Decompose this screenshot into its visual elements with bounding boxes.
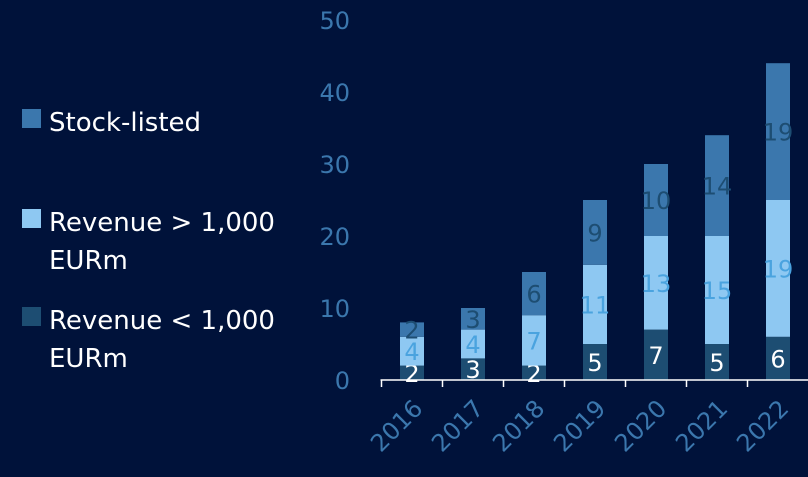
data-label: 6 (770, 345, 785, 373)
x-tick-label: 2020 (609, 394, 672, 457)
data-label: 14 (702, 173, 733, 201)
data-label: 4 (404, 338, 419, 366)
x-tick-label: 2019 (548, 394, 611, 457)
bar-segment (400, 336, 424, 366)
bar-segment (522, 365, 546, 380)
bar-segment (644, 164, 668, 236)
legend-label-stock-listed: Stock-listed (49, 108, 202, 138)
legend-label-revenue-above: Revenue > 1,000 EURm (49, 208, 275, 276)
data-label: 11 (580, 291, 611, 319)
data-label: 15 (702, 277, 733, 305)
legend: Stock-listed Revenue > 1,000 EURm Revenu… (22, 0, 322, 477)
legend-item-revenue-below: Revenue < 1,000 EURm (22, 302, 289, 378)
bar-segment (766, 336, 790, 380)
bar-segment (400, 322, 424, 337)
bar-segment (705, 236, 729, 344)
bar-segment (461, 329, 485, 359)
data-label: 19 (763, 255, 794, 283)
data-label: 2 (404, 360, 419, 388)
bar-segment (461, 308, 485, 330)
bar-segment (400, 365, 424, 380)
legend-label-revenue-below: Revenue < 1,000 EURm (49, 306, 275, 374)
bar-segment (522, 272, 546, 316)
x-tick-label: 2021 (670, 394, 733, 457)
x-tick-label: 2016 (365, 394, 428, 457)
data-label: 10 (641, 187, 672, 215)
legend-swatch-revenue-below (22, 307, 41, 326)
x-tick-label: 2018 (487, 394, 550, 457)
legend-swatch-revenue-above (22, 209, 41, 228)
bar-segment (644, 329, 668, 380)
y-tick-label: 30 (319, 151, 350, 179)
y-tick-label: 0 (335, 367, 350, 395)
x-tick-label: 2022 (731, 394, 794, 457)
data-label: 4 (465, 331, 480, 359)
y-tick-label: 50 (319, 7, 350, 35)
bar-segment (461, 358, 485, 380)
data-label: 5 (587, 349, 602, 377)
data-label: 13 (641, 270, 672, 298)
data-label: 2 (526, 360, 541, 388)
data-label: 7 (648, 342, 663, 370)
bar-segment (522, 315, 546, 366)
bar-segment (766, 63, 790, 201)
bar-segment (583, 264, 607, 344)
legend-item-revenue-above: Revenue > 1,000 EURm (22, 204, 289, 280)
y-tick-label: 40 (319, 79, 350, 107)
x-tick-label: 2017 (426, 394, 489, 457)
data-label: 2 (404, 317, 419, 345)
bar-segment (766, 200, 790, 337)
y-tick-label: 20 (319, 223, 350, 251)
legend-item-stock-listed: Stock-listed (22, 104, 289, 142)
y-tick-label: 10 (319, 295, 350, 323)
legend-swatch-stock-listed (22, 109, 41, 128)
data-label: 3 (465, 306, 480, 334)
data-label: 19 (763, 119, 794, 147)
bar-segment (705, 135, 729, 236)
data-label: 9 (587, 219, 602, 247)
bar-segment (644, 236, 668, 330)
data-label: 3 (465, 356, 480, 384)
data-label: 6 (526, 281, 541, 309)
data-label: 7 (526, 327, 541, 355)
data-label: 5 (709, 349, 724, 377)
bar-segment (705, 344, 729, 380)
bar-segment (583, 200, 607, 265)
bar-segment (583, 344, 607, 380)
